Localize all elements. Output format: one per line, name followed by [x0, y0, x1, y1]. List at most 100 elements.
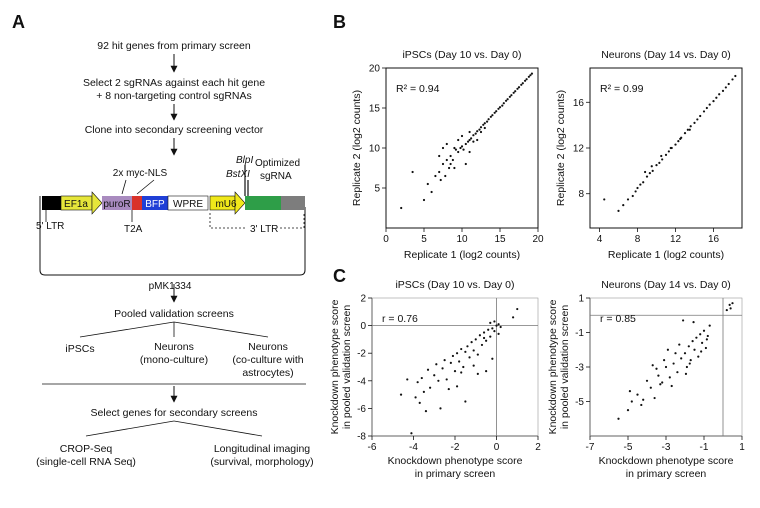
data-point — [453, 146, 456, 150]
data-point — [708, 324, 711, 327]
bstxi-label: BstXI — [226, 169, 250, 180]
y-tick-label: 0 — [360, 321, 366, 332]
longitudinal-2: (survival, morphology) — [210, 456, 313, 468]
data-point — [702, 329, 706, 332]
data-point — [441, 367, 444, 370]
panel-label-b: B — [333, 12, 346, 32]
x-tick-label: -7 — [586, 442, 595, 453]
data-point — [400, 206, 403, 210]
data-point — [476, 130, 479, 133]
data-point — [462, 365, 465, 369]
data-point — [489, 321, 492, 324]
data-point — [661, 158, 664, 161]
data-point — [482, 123, 485, 126]
data-point — [479, 126, 483, 129]
flow-step-hit-genes: 92 hit genes from primary screen — [97, 40, 251, 52]
y-tick-label: 8 — [578, 189, 584, 200]
data-point — [706, 334, 709, 338]
data-point — [493, 320, 496, 323]
data-point — [527, 75, 530, 78]
data-point — [626, 409, 630, 412]
chart-title: iPSCs (Day 10 vs. Day 0) — [402, 49, 521, 61]
data-point — [677, 140, 680, 143]
data-point — [657, 374, 660, 377]
data-point — [422, 390, 425, 393]
data-point — [424, 410, 428, 413]
data-point — [497, 107, 500, 110]
wpre-label: WPRE — [173, 199, 203, 210]
data-point — [640, 403, 643, 407]
data-point — [476, 138, 479, 142]
y-tick-label: 16 — [573, 98, 585, 109]
chart-annotation: r = 0.76 — [382, 313, 418, 325]
data-point — [692, 321, 695, 324]
x-tick-label: 2 — [535, 442, 541, 453]
data-point — [472, 134, 475, 137]
data-point — [493, 330, 496, 333]
data-point — [689, 359, 692, 362]
data-point — [445, 158, 448, 162]
data-point — [634, 190, 637, 193]
x-tick-label: 0 — [494, 442, 500, 453]
data-point — [697, 355, 700, 358]
data-point — [502, 102, 505, 105]
data-point — [721, 89, 725, 92]
data-point — [672, 362, 675, 365]
data-point — [429, 386, 432, 389]
data-point — [521, 82, 524, 85]
data-point — [702, 110, 706, 113]
data-point — [410, 432, 413, 435]
data-point — [422, 198, 426, 202]
crop-seq-2: (single-cell RNA Seq) — [36, 456, 136, 468]
data-point — [449, 154, 452, 158]
branch-ipsc: iPSCs — [65, 343, 94, 355]
data-point — [734, 74, 737, 78]
branch-neuron-co-1: Neurons — [248, 341, 288, 353]
x-axis-label: Knockdown phenotype score — [388, 455, 523, 467]
data-point — [648, 172, 651, 175]
data-point — [704, 346, 708, 350]
crop-seq-1: CROP-Seq — [60, 443, 113, 455]
data-point — [691, 340, 694, 343]
sgrna-block — [245, 196, 281, 210]
data-point — [457, 138, 460, 142]
data-point — [517, 86, 521, 89]
blpi-label: BlpI — [236, 155, 253, 166]
data-point — [520, 83, 523, 86]
data-point — [493, 111, 496, 114]
y-tick-label: 5 — [374, 184, 380, 195]
data-point — [696, 118, 699, 121]
data-point — [497, 332, 500, 335]
data-point — [683, 132, 687, 135]
data-point — [468, 150, 471, 154]
y-tick-label: -6 — [357, 404, 366, 415]
y-tick-label: -2 — [357, 349, 366, 360]
data-point — [653, 396, 656, 400]
data-point — [695, 336, 698, 339]
data-point — [437, 379, 440, 382]
data-point — [626, 198, 630, 201]
data-point — [645, 379, 649, 382]
data-point — [679, 137, 682, 140]
data-point — [655, 367, 658, 370]
myc-nls-pointer — [121, 179, 127, 195]
x-tick-label: 8 — [635, 234, 641, 245]
data-point — [661, 381, 664, 384]
data-point — [693, 348, 696, 351]
data-point — [686, 128, 689, 131]
data-point — [708, 103, 711, 106]
data-point — [678, 343, 681, 346]
branch-neuron-co-2: (co-culture with — [232, 354, 303, 366]
branch-neuron-mono-1: Neurons — [154, 341, 194, 353]
ef1a-label: EF1a — [64, 199, 88, 210]
branch-neuron-co-3: astrocytes) — [242, 367, 293, 379]
branch-neuron-mono-2: (mono-culture) — [140, 354, 208, 366]
chart-title: Neurons (Day 14 vs. Day 0) — [601, 279, 731, 291]
data-point — [495, 110, 498, 113]
y-tick-label: 12 — [573, 144, 585, 155]
ltr5-label: 5' LTR — [36, 221, 64, 232]
mu6-arrow-head — [234, 191, 246, 215]
bfp-label: BFP — [145, 199, 165, 210]
data-point — [725, 308, 728, 312]
x-tick-label: -4 — [409, 442, 418, 453]
